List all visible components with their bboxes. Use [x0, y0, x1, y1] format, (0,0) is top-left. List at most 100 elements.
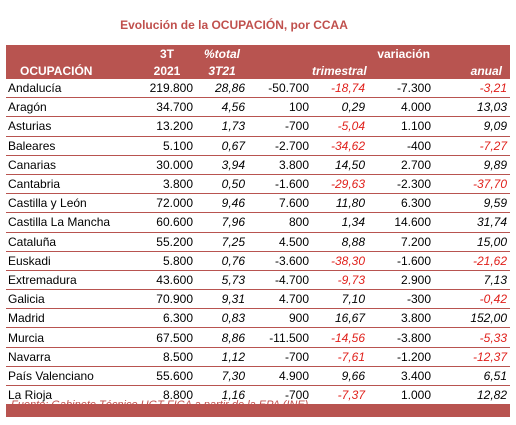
cell-name: Castilla y León: [6, 193, 138, 214]
cell-name: Galicia: [6, 289, 138, 310]
cell-name: La Rioja: [6, 385, 138, 406]
cell-v2021: 8.800: [138, 385, 196, 406]
cell-v2021: 5.800: [138, 251, 196, 271]
cell-tri-abs: 100: [248, 97, 312, 118]
table-row: Castilla La Mancha 60.600 7,96 800 1,34 14.60…: [6, 212, 511, 233]
cell-anu-abs: 2.700: [368, 155, 435, 175]
cell-anu-abs: 6.300: [368, 193, 435, 214]
header-variacion: variación: [312, 45, 435, 62]
cell-v2021: 30.000: [138, 155, 196, 175]
cell-anu-pct: -37,70: [434, 174, 511, 195]
cell-pct: 7,25: [196, 232, 248, 252]
cell-tri-pct: -29,63: [312, 174, 368, 195]
table-row: Aragón 34.700 4,56 100 0,29 4.000 13,03: [6, 97, 511, 118]
cell-pct: 0,67: [196, 136, 248, 156]
table-footer-bar: [6, 405, 510, 418]
cell-anu-abs: 3.800: [368, 308, 435, 329]
cell-anu-abs: 3.400: [368, 366, 435, 387]
cell-tri-pct: -9,73: [312, 270, 368, 291]
cell-v2021: 55.600: [138, 366, 196, 387]
cell-name: Cataluña: [6, 232, 138, 252]
cell-anu-abs: 1.000: [368, 385, 435, 406]
cell-tri-pct: 0,29: [312, 97, 368, 118]
cell-tri-pct: 1,34: [312, 212, 368, 233]
cell-name: Castilla La Mancha: [6, 212, 138, 233]
cell-anu-abs: -400: [368, 136, 435, 156]
cell-tri-pct: -34,62: [312, 136, 368, 156]
cell-tri-abs: -700: [248, 385, 312, 406]
table-row: Andalucía 219.800 28,86 -50.700 -18,74 -7.300…: [6, 79, 511, 99]
cell-anu-pct: 9,89: [434, 155, 511, 175]
cell-tri-abs: -1.600: [248, 174, 312, 195]
cell-v2021: 3.800: [138, 174, 196, 195]
table-row: Canarias 30.000 3,94 3.800 14,50 2.700 9,89: [6, 155, 511, 175]
cell-tri-abs: -11.500: [248, 327, 312, 348]
cell-tri-abs: -3.600: [248, 251, 312, 271]
table-body: Andalucía 219.800 28,86 -50.700 -18,74 -7.300…: [6, 79, 511, 406]
cell-anu-pct: 31,74: [434, 212, 511, 233]
header-anual: anual: [434, 62, 511, 79]
cell-tri-pct: 7,10: [312, 289, 368, 310]
table-row: La Rioja 8.800 1,16 -700 -7,37 1.000 12,82: [6, 385, 511, 406]
cell-pct: 3,94: [196, 155, 248, 175]
cell-name: Andalucía: [6, 79, 138, 99]
cell-tri-pct: 9,66: [312, 366, 368, 387]
cell-anu-pct: 9,09: [434, 116, 511, 137]
table-row: Madrid 6.300 0,83 900 16,67 3.800 152,00: [6, 308, 511, 329]
cell-name: País Valenciano: [6, 366, 138, 387]
cell-anu-abs: -3.800: [368, 327, 435, 348]
cell-tri-pct: -7,37: [312, 385, 368, 406]
cell-pct: 1,12: [196, 347, 248, 367]
cell-pct: 8,86: [196, 327, 248, 348]
cell-v2021: 219.800: [138, 79, 196, 99]
table-header: 3T %total variación OCUPACIÓN 2021 3T21 …: [6, 45, 511, 79]
header-3t21: 3T21: [196, 62, 248, 79]
occupation-table: 3T %total variación OCUPACIÓN 2021 3T21 …: [6, 45, 511, 418]
cell-anu-pct: 152,00: [434, 308, 511, 329]
cell-pct: 7,96: [196, 212, 248, 233]
cell-tri-abs: 900: [248, 308, 312, 329]
cell-name: Cantabria: [6, 174, 138, 195]
cell-name: Murcia: [6, 327, 138, 348]
cell-anu-pct: -3,21: [434, 79, 511, 99]
cell-pct: 9,46: [196, 193, 248, 214]
cell-tri-pct: -18,74: [312, 79, 368, 99]
cell-anu-pct: -0,42: [434, 289, 511, 310]
cell-tri-pct: 16,67: [312, 308, 368, 329]
cell-name: Asturias: [6, 116, 138, 137]
cell-tri-abs: 4.900: [248, 366, 312, 387]
header-empty: [6, 45, 138, 62]
cell-tri-abs: -2.700: [248, 136, 312, 156]
table-row: Murcia 67.500 8,86 -11.500 -14,56 -3.800 -5,33: [6, 327, 511, 348]
cell-tri-pct: -7,61: [312, 347, 368, 367]
cell-pct: 0,76: [196, 251, 248, 271]
cell-anu-abs: 2.900: [368, 270, 435, 291]
cell-pct: 28,86: [196, 79, 248, 99]
header-3t: 3T: [138, 45, 196, 62]
cell-pct: 1,16: [196, 385, 248, 406]
table-row: Euskadi 5.800 0,76 -3.600 -38,30 -1.600 -21,62: [6, 251, 511, 271]
table-row: Asturias 13.200 1,73 -700 -5,04 1.100 9,09: [6, 116, 511, 137]
table-row: Navarra 8.500 1,12 -700 -7,61 -1.200 -12,37: [6, 347, 511, 367]
cell-name: Extremadura: [6, 270, 138, 291]
cell-anu-abs: -7.300: [368, 79, 435, 99]
cell-tri-abs: -50.700: [248, 79, 312, 99]
source-note: Fuente: Gabinete Técnico UGT FICA a part…: [11, 399, 309, 411]
cell-anu-abs: -1.600: [368, 251, 435, 271]
cell-tri-abs: 4.700: [248, 289, 312, 310]
cell-tri-abs: 4.500: [248, 232, 312, 252]
cell-tri-pct: -5,04: [312, 116, 368, 137]
cell-v2021: 55.200: [138, 232, 196, 252]
cell-name: Madrid: [6, 308, 138, 329]
cell-tri-abs: 7.600: [248, 193, 312, 214]
cell-v2021: 6.300: [138, 308, 196, 329]
cell-anu-pct: -12,37: [434, 347, 511, 367]
cell-anu-abs: -300: [368, 289, 435, 310]
cell-tri-pct: -14,56: [312, 327, 368, 348]
cell-tri-abs: 800: [248, 212, 312, 233]
header-ocupacion: OCUPACIÓN: [6, 62, 138, 79]
table-row: Cataluña 55.200 7,25 4.500 8,88 7.200 15,00: [6, 232, 511, 252]
cell-tri-pct: 14,50: [312, 155, 368, 175]
cell-name: Euskadi: [6, 251, 138, 271]
cell-tri-pct: 8,88: [312, 232, 368, 252]
